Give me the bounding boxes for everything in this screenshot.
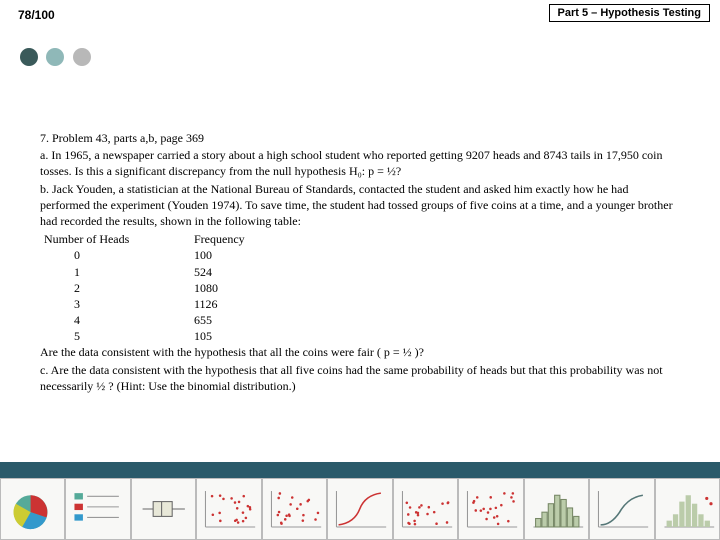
slide-header: 78/100 Part 5 – Hypothesis Testing [0, 0, 720, 30]
thumbnail-scatter [393, 478, 458, 540]
table-row: 21080 [44, 280, 680, 296]
table-header: Number of Heads Frequency [44, 231, 680, 247]
thumbnail-bars [524, 478, 589, 540]
decorative-dots [20, 48, 95, 71]
thumbnail-pie [0, 478, 65, 540]
thumbnail-scatter [458, 478, 523, 540]
table-row: 0100 [44, 247, 680, 263]
part-a: a. In 1965, a newspaper carried a story … [40, 147, 680, 179]
thumbnail-boxplot [131, 478, 196, 540]
part-b: b. Jack Youden, a statistician at the Na… [40, 181, 680, 230]
footer-bar [0, 462, 720, 478]
part-c: c. Are the data consistent with the hypo… [40, 362, 680, 394]
dot-icon [46, 48, 64, 66]
part-title-box: Part 5 – Hypothesis Testing [549, 4, 710, 22]
frequency-table: Number of Heads Frequency 01001524210803… [44, 231, 680, 344]
page-number: 78/100 [18, 8, 55, 22]
problem-title: 7. Problem 43, parts a,b, page 369 [40, 130, 680, 146]
table-row: 1524 [44, 264, 680, 280]
dot-icon [73, 48, 91, 66]
thumbnail-strip [0, 478, 720, 540]
thumbnail-scatter [196, 478, 261, 540]
question-b: Are the data consistent with the hypothe… [40, 344, 680, 360]
dot-icon [20, 48, 38, 66]
table-row: 4655 [44, 312, 680, 328]
thumbnail-hist [655, 478, 720, 540]
thumbnail-curve [589, 478, 654, 540]
thumbnail-scatter [262, 478, 327, 540]
thumbnail-cdf [327, 478, 392, 540]
table-row: 5105 [44, 328, 680, 344]
table-row: 31126 [44, 296, 680, 312]
problem-content: 7. Problem 43, parts a,b, page 369 a. In… [40, 130, 680, 395]
thumbnail-legend [65, 478, 130, 540]
